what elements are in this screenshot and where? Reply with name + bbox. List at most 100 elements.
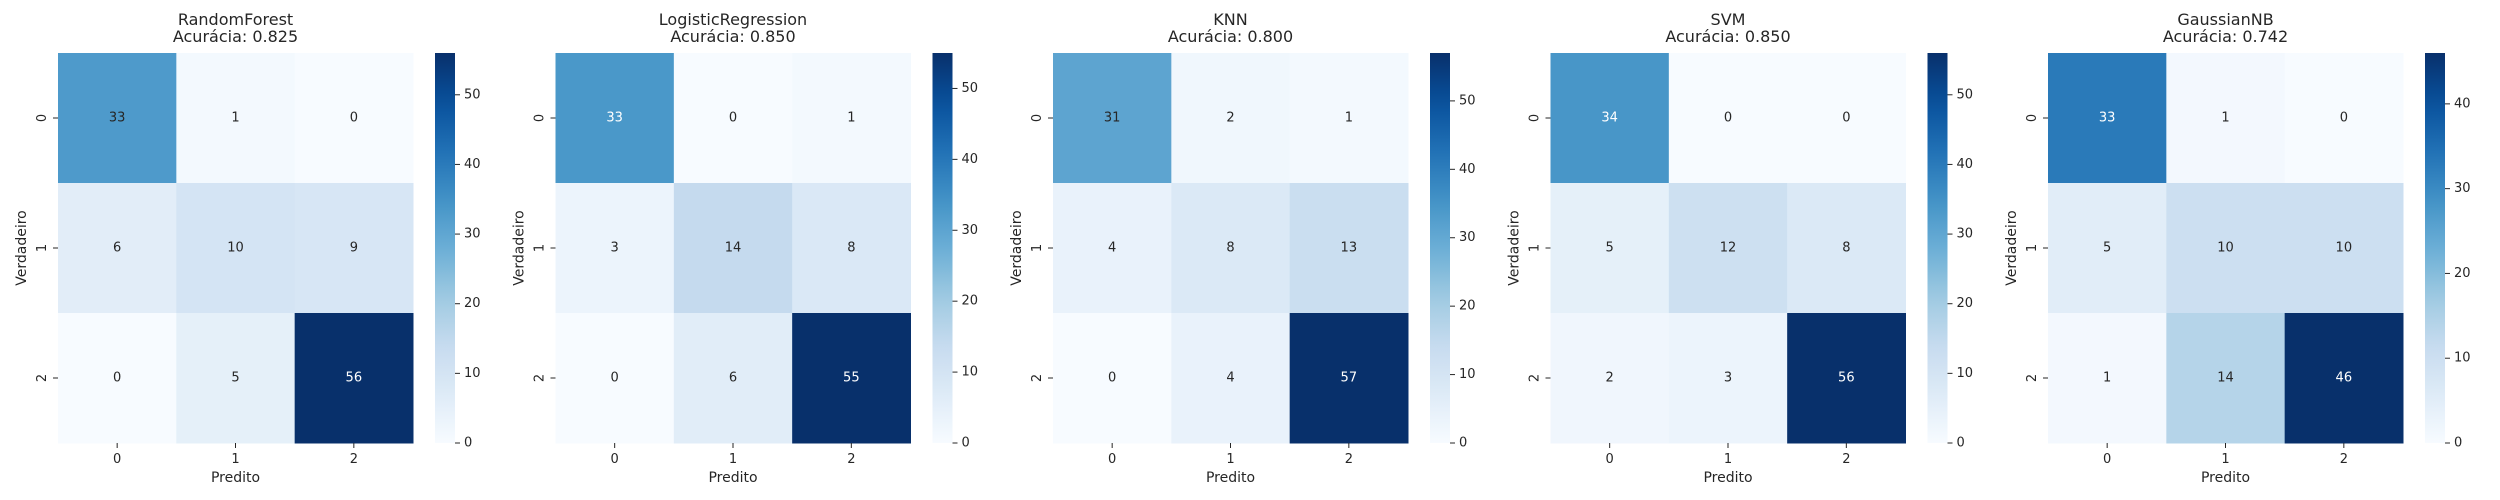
heatmap-cell <box>294 313 414 444</box>
colorbar-tick-label: 40 <box>1957 157 1974 172</box>
x-tick-label: 2 <box>847 452 855 467</box>
heatmap-cell <box>673 183 793 314</box>
heatmap-cell <box>2166 183 2286 314</box>
cell-value-label: 1 <box>2221 111 2229 126</box>
y-axis-label: Verdadeiro <box>2004 210 2020 285</box>
colorbar-tick-label: 10 <box>1459 367 1476 382</box>
heatmap-cell <box>555 183 675 314</box>
y-tick-label: 0 <box>1030 114 1045 122</box>
colorbar-tick-label: 20 <box>2454 266 2471 281</box>
heatmap-cell <box>792 183 911 314</box>
colorbar-tick-label: 20 <box>1459 299 1476 314</box>
heatmap-cell <box>294 183 414 314</box>
x-tick-label: 0 <box>2103 452 2111 467</box>
cell-value-label: 5 <box>231 371 239 386</box>
chart-subtitle: Acurácia: 0.742 <box>2163 27 2288 46</box>
cell-value-label: 0 <box>113 371 121 386</box>
colorbar <box>1430 53 1450 443</box>
cell-value-label: 12 <box>1720 241 1737 256</box>
heatmap-cell <box>555 313 675 444</box>
colorbar-tick-label: 0 <box>464 436 472 451</box>
cell-value-label: 33 <box>606 111 623 126</box>
heatmap-cell <box>1668 53 1788 184</box>
colorbar <box>435 53 455 443</box>
cell-value-label: 6 <box>729 371 737 386</box>
cell-value-label: 33 <box>109 111 126 126</box>
colorbar-tick-label: 0 <box>962 436 970 451</box>
cell-value-label: 13 <box>1341 241 1358 256</box>
heatmap-cell <box>2166 313 2286 444</box>
cell-value-label: 3 <box>1724 371 1732 386</box>
x-tick-label: 1 <box>231 452 239 467</box>
colorbar <box>932 53 953 443</box>
x-tick-label: 2 <box>1842 452 1850 467</box>
colorbar-tick-label: 50 <box>962 81 979 96</box>
x-tick-label: 0 <box>611 452 619 467</box>
heatmap-cell <box>2284 53 2404 184</box>
y-tick-label: 2 <box>35 374 50 382</box>
y-tick-label: 1 <box>533 244 548 252</box>
y-tick-label: 0 <box>35 114 50 122</box>
colorbar-tick-label: 10 <box>464 366 481 381</box>
cell-value-label: 2 <box>1226 111 1234 126</box>
x-tick-label: 2 <box>350 452 358 467</box>
heatmap-cell <box>176 313 296 444</box>
y-tick-label: 2 <box>533 374 548 382</box>
cell-value-label: 0 <box>611 371 619 386</box>
heatmap-cell <box>2048 313 2167 444</box>
cell-value-label: 0 <box>1108 371 1116 386</box>
cell-value-label: 56 <box>346 371 363 386</box>
heatmap-cell <box>294 53 414 184</box>
chart-title: SVM <box>1711 10 1746 29</box>
cell-value-label: 10 <box>227 241 244 256</box>
colorbar-tick-label: 20 <box>962 294 979 309</box>
heatmap-cell <box>792 53 911 184</box>
colorbar-tick-label: 50 <box>464 87 481 102</box>
cell-value-label: 31 <box>1104 111 1121 126</box>
colorbar-tick-label: 30 <box>2454 181 2471 196</box>
chart-subtitle: Acurácia: 0.825 <box>173 27 298 46</box>
cell-value-label: 4 <box>1108 241 1116 256</box>
heatmap-cell <box>1550 313 1670 444</box>
y-tick-label: 2 <box>1030 374 1045 382</box>
cell-value-label: 55 <box>843 371 860 386</box>
cell-value-label: 0 <box>1724 111 1732 126</box>
heatmap-cell <box>2166 53 2286 184</box>
colorbar-tick-label: 30 <box>1459 230 1476 245</box>
heatmap-cell <box>2048 53 2167 184</box>
y-axis-label: Verdadeiro <box>1507 210 1523 285</box>
heatmap-cell <box>2284 313 2404 444</box>
heatmap-cell <box>673 313 793 444</box>
cell-value-label: 34 <box>1601 111 1618 126</box>
cell-value-label: 0 <box>350 111 358 126</box>
colorbar-tick-label: 10 <box>1957 366 1974 381</box>
colorbar-tick-label: 50 <box>1459 93 1476 108</box>
colorbar-tick-label: 40 <box>1459 162 1476 177</box>
heatmap-cell <box>1053 183 1172 314</box>
y-tick-label: 0 <box>2025 114 2040 122</box>
heatmap-cell <box>1668 313 1788 444</box>
heatmap-cell <box>1550 53 1670 184</box>
x-axis-label: Predito <box>2201 470 2250 486</box>
x-axis-label: Predito <box>708 470 757 486</box>
heatmap-cell <box>1787 313 1906 444</box>
colorbar-tick-label: 20 <box>464 296 481 311</box>
cell-value-label: 1 <box>847 111 855 126</box>
cell-value-label: 56 <box>1838 371 1855 386</box>
heatmap-cell <box>555 53 675 184</box>
chart-subtitle: Acurácia: 0.850 <box>1665 27 1790 46</box>
colorbar-tick-label: 0 <box>1957 436 1965 451</box>
cell-value-label: 8 <box>847 241 855 256</box>
y-tick-label: 2 <box>2025 374 2040 382</box>
heatmap-cell <box>1289 53 1409 184</box>
cell-value-label: 33 <box>2099 111 2116 126</box>
cell-value-label: 5 <box>1606 241 1614 256</box>
colorbar-tick-label: 50 <box>1957 87 1974 102</box>
x-axis-label: Predito <box>211 470 260 486</box>
heatmap-cell <box>1787 183 1906 314</box>
x-axis-label: Predito <box>1206 470 1255 486</box>
heatmap-cell <box>2284 183 2404 314</box>
